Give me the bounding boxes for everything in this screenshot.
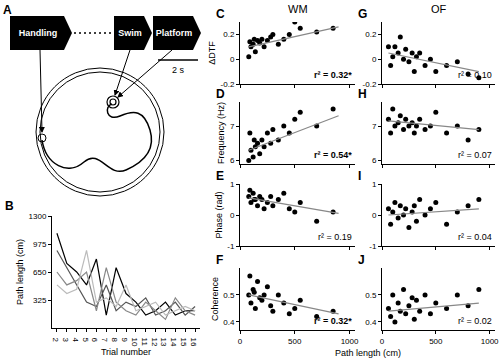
svg-text:1: 1 <box>230 180 235 189</box>
svg-text:14: 14 <box>169 338 178 347</box>
svg-text:I: I <box>358 169 361 183</box>
svg-text:Frequency (Hz): Frequency (Hz) <box>216 102 226 164</box>
svg-text:0.5: 0.5 <box>223 291 235 300</box>
svg-text:E: E <box>216 169 224 183</box>
svg-text:12: 12 <box>150 338 159 347</box>
svg-text:1: 1 <box>372 180 377 189</box>
svg-text:1300: 1300 <box>29 212 47 221</box>
svg-text:6: 6 <box>90 338 99 343</box>
svg-text:15: 15 <box>179 338 188 347</box>
svg-text:Platform: Platform <box>156 28 193 38</box>
svg-text:F: F <box>216 253 223 267</box>
svg-text:5: 5 <box>81 338 90 343</box>
svg-text:975: 975 <box>33 240 47 249</box>
svg-text:1000: 1000 <box>481 337 499 346</box>
svg-text:0: 0 <box>230 211 235 220</box>
svg-text:7: 7 <box>372 122 377 131</box>
svg-text:500: 500 <box>288 337 302 346</box>
svg-text:3: 3 <box>61 338 70 343</box>
svg-text:G: G <box>358 7 367 21</box>
svg-text:0.2: 0.2 <box>365 30 377 39</box>
svg-text:10: 10 <box>130 338 139 347</box>
svg-text:0: 0 <box>372 55 377 64</box>
svg-text:OF: OF <box>431 3 447 15</box>
svg-text:500: 500 <box>429 337 443 346</box>
svg-text:r² = 0.10: r² = 0.10 <box>458 70 492 80</box>
svg-text:6: 6 <box>230 156 235 165</box>
svg-text:7: 7 <box>230 122 235 131</box>
svg-text:7: 7 <box>100 338 109 343</box>
svg-text:D: D <box>216 87 225 101</box>
svg-text:9: 9 <box>120 338 129 343</box>
svg-text:0: 0 <box>230 55 235 64</box>
svg-text:0.4: 0.4 <box>223 318 235 327</box>
svg-text:-1: -1 <box>369 242 377 251</box>
svg-text:2: 2 <box>51 338 60 343</box>
svg-text:H: H <box>358 87 367 101</box>
svg-text:11: 11 <box>140 338 149 347</box>
svg-text:r² = 0.04: r² = 0.04 <box>458 232 492 242</box>
svg-text:325: 325 <box>33 296 47 305</box>
svg-text:Coherence: Coherence <box>210 277 220 321</box>
svg-text:Handling: Handling <box>19 28 58 38</box>
svg-text:-0.2: -0.2 <box>363 80 377 89</box>
svg-text:6: 6 <box>372 156 377 165</box>
svg-text:4: 4 <box>71 338 80 343</box>
svg-text:Phase (rad): Phase (rad) <box>214 191 224 238</box>
svg-text:1000: 1000 <box>341 337 359 346</box>
svg-text:0: 0 <box>380 337 385 346</box>
svg-text:13: 13 <box>159 338 168 347</box>
svg-text:r² = 0.32*: r² = 0.32* <box>314 316 352 326</box>
svg-text:r² = 0.07: r² = 0.07 <box>458 150 492 160</box>
svg-text:r² = 0.32*: r² = 0.32* <box>314 70 352 80</box>
svg-text:Swim: Swim <box>118 28 142 38</box>
svg-text:A: A <box>3 3 12 17</box>
svg-text:r² = 0.19: r² = 0.19 <box>318 232 352 242</box>
svg-text:0: 0 <box>238 337 243 346</box>
svg-text:-1: -1 <box>227 242 235 251</box>
svg-text:r² = 0.54*: r² = 0.54* <box>314 150 352 160</box>
svg-text:2 s: 2 s <box>172 65 185 75</box>
svg-text:WM: WM <box>288 3 308 15</box>
svg-text:B: B <box>5 199 14 213</box>
svg-text:r² = 0.02: r² = 0.02 <box>458 316 492 326</box>
svg-text:Path length (cm): Path length (cm) <box>335 348 401 358</box>
svg-text:650: 650 <box>33 268 47 277</box>
svg-text:Trial number: Trial number <box>101 347 151 357</box>
svg-text:8: 8 <box>110 338 119 343</box>
svg-text:0.4: 0.4 <box>365 318 377 327</box>
svg-text:C: C <box>216 7 225 21</box>
svg-text:0.5: 0.5 <box>365 291 377 300</box>
svg-text:16: 16 <box>189 338 198 347</box>
svg-text:ΔDTF: ΔDTF <box>207 41 217 65</box>
svg-text:J: J <box>358 253 365 267</box>
svg-text:0: 0 <box>372 211 377 220</box>
svg-text:-0.2: -0.2 <box>221 80 235 89</box>
svg-text:0.2: 0.2 <box>223 30 235 39</box>
svg-text:Path length (cm): Path length (cm) <box>15 239 25 305</box>
